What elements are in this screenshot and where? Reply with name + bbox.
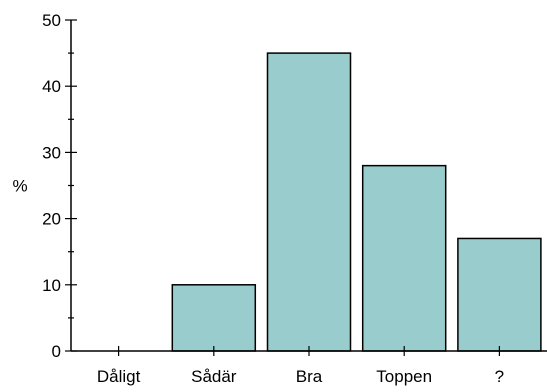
x-tick-label: Sådär	[191, 367, 237, 386]
bars	[171, 52, 542, 352]
x-tick-label: Bra	[296, 367, 323, 386]
bar	[361, 164, 447, 352]
y-tick-label: 20	[42, 210, 61, 229]
y-tick-label: 30	[42, 143, 61, 162]
x-tick-label: ?	[495, 367, 504, 386]
bar	[266, 52, 352, 352]
y-tick-label: 40	[42, 77, 61, 96]
x-tick-label: Toppen	[376, 367, 432, 386]
y-tick-label: 50	[42, 11, 61, 30]
y-axis-ticks: 0 10 20 30 40 50	[42, 11, 77, 361]
bar	[457, 237, 542, 352]
x-tick-label: Dåligt	[97, 367, 141, 386]
x-axis-ticks: Dåligt Sådär Bra Toppen?	[97, 346, 504, 386]
bar	[171, 284, 257, 352]
y-tick-label: 0	[52, 342, 61, 361]
y-tick-label: 10	[42, 276, 61, 295]
y-axis-title: %	[12, 177, 27, 196]
